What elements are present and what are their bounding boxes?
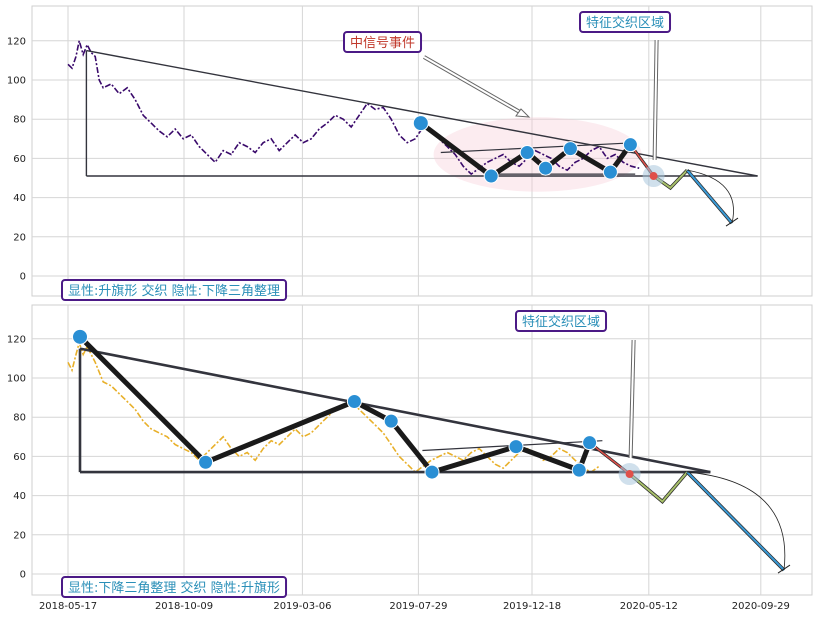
pattern-line: [86, 49, 758, 177]
trade-zone-label-box: [579, 11, 672, 33]
trade-zone-label-text: 特征交织区域: [522, 314, 600, 330]
y-tick-label: 20: [13, 232, 26, 243]
y-tick-label: 0: [20, 570, 26, 581]
trade-zone-arrow-fill: [653, 39, 658, 161]
turning-point-marker: [346, 394, 362, 410]
turning-point-marker: [622, 137, 638, 153]
turning-point-marker: [424, 464, 440, 480]
turning-point-marker: [508, 439, 524, 455]
turning-point-marker: [538, 160, 554, 176]
x-tick-label: 2018-05-17: [39, 601, 97, 612]
pattern-label-box: [61, 576, 288, 598]
trade-point-marker: [625, 470, 634, 479]
signal-event-label-box: [343, 31, 423, 53]
price-series-line: [67, 40, 640, 176]
x-tick-label: 2019-07-29: [389, 601, 447, 612]
y-tick-label: 20: [13, 530, 26, 541]
forecast-curve-arrowhead: [777, 564, 791, 574]
turning-point-marker: [519, 145, 535, 161]
trade-zone-arrow-fill: [629, 339, 635, 459]
y-tick-label: 40: [13, 491, 26, 502]
zigzag-pattern-line: [78, 335, 592, 475]
x-tick-label: 2020-05-12: [620, 601, 678, 612]
forecast-olive-line: [628, 471, 688, 503]
forecast-blue-line: [686, 169, 733, 224]
x-tick-label: 2019-03-06: [273, 601, 331, 612]
x-tick-label: 2019-12-18: [503, 601, 561, 612]
y-tick-label: 60: [13, 452, 26, 463]
pattern-line: [440, 142, 636, 154]
x-tick-label: 2018-10-09: [155, 601, 213, 612]
turning-point-marker: [571, 462, 587, 478]
turning-point-marker: [412, 115, 429, 132]
turning-point-marker: [483, 168, 499, 184]
y-tick-label: 120: [7, 36, 26, 47]
x-tick-label: 2020-09-29: [732, 601, 790, 612]
trade-zone-label-text: 特征交织区域: [586, 15, 664, 31]
turning-point-marker: [198, 454, 214, 470]
forecast-curve-arrow: [687, 471, 786, 571]
turning-point-marker: [602, 164, 618, 180]
y-tick-label: 80: [13, 413, 26, 424]
pattern-label-box: [61, 279, 288, 301]
turning-point-marker: [582, 435, 598, 451]
y-tick-label: 60: [13, 154, 26, 165]
turning-point-marker: [72, 328, 88, 345]
turning-point-marker: [383, 413, 399, 429]
y-tick-label: 120: [7, 334, 26, 345]
y-tick-label: 0: [20, 272, 26, 283]
turning-point-marker: [562, 141, 578, 157]
price-series-line: [67, 339, 600, 474]
pattern-label-text: 显性:升旗形 交织 隐性:下降三角整理: [68, 283, 280, 299]
trade-point-marker: [649, 172, 658, 181]
y-tick-label: 80: [13, 115, 26, 126]
forecast-curve-arrow: [687, 169, 734, 224]
forecast-blue-line: [686, 471, 785, 571]
signal-event-arrow-head: [515, 108, 531, 118]
signal-event-label-text: 中信号事件: [350, 36, 415, 51]
pattern-line: [79, 347, 711, 474]
plot-body: [67, 328, 791, 574]
plot-frame: [31, 304, 813, 596]
y-tick-label: 40: [13, 193, 26, 204]
trade-zone-label-box: [515, 310, 608, 332]
y-tick-label: 100: [7, 374, 26, 385]
pattern-label-text: 显性:下降三角整理 交织 隐性:升旗形: [68, 580, 280, 596]
signal-event-arrow-fill: [423, 56, 526, 116]
plot-body: [67, 40, 758, 227]
plot-frame: [31, 5, 813, 297]
y-tick-label: 100: [7, 76, 26, 87]
forecast-curve-arrowhead: [725, 217, 739, 227]
